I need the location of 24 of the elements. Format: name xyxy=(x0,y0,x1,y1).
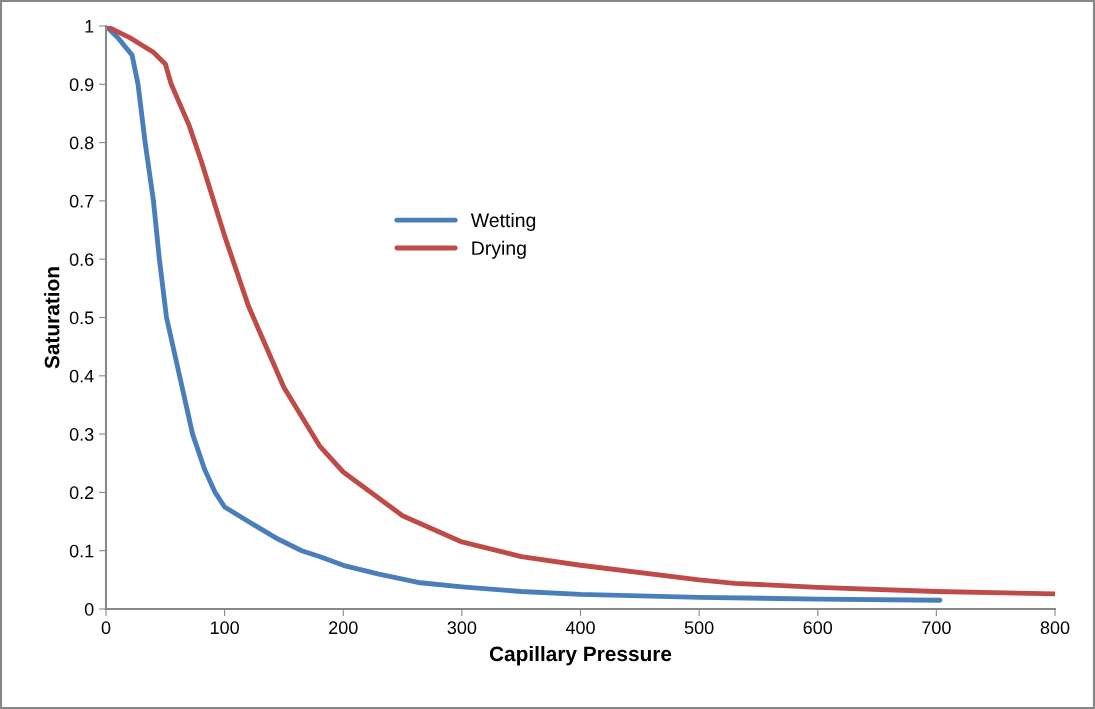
x-tick-label: 500 xyxy=(684,621,714,635)
y-tick-label: 0.3 xyxy=(69,428,94,441)
x-tick-label: 0 xyxy=(101,621,111,635)
x-tick-label: 600 xyxy=(803,621,833,635)
x-tick-label: 400 xyxy=(565,621,595,635)
x-tick-label: 800 xyxy=(1040,621,1070,635)
y-axis-title: Saturation xyxy=(44,267,60,369)
x-axis-title: Capillary Pressure xyxy=(489,645,672,666)
y-tick-label: 0.2 xyxy=(69,486,94,500)
y-tick-label: 1 xyxy=(85,20,94,33)
legend-label: Wetting xyxy=(470,212,536,232)
legend-label: Drying xyxy=(472,240,526,259)
y-tick-label: 0.4 xyxy=(69,369,94,383)
y-tick-label: 0 xyxy=(84,602,94,616)
x-tick-label: 100 xyxy=(210,621,239,635)
y-tick-label: 0.7 xyxy=(69,194,94,208)
y-tick-label: 0.9 xyxy=(69,78,94,92)
y-tick-label: 0.6 xyxy=(69,253,94,266)
y-tick-label: 0.5 xyxy=(69,311,94,325)
y-tick-label: 0.8 xyxy=(69,136,94,150)
y-tick-label: 0.1 xyxy=(69,544,94,558)
x-tick-label: 200 xyxy=(329,621,358,635)
x-tick-label: 700 xyxy=(922,621,951,635)
x-tick-label: 300 xyxy=(447,621,477,635)
